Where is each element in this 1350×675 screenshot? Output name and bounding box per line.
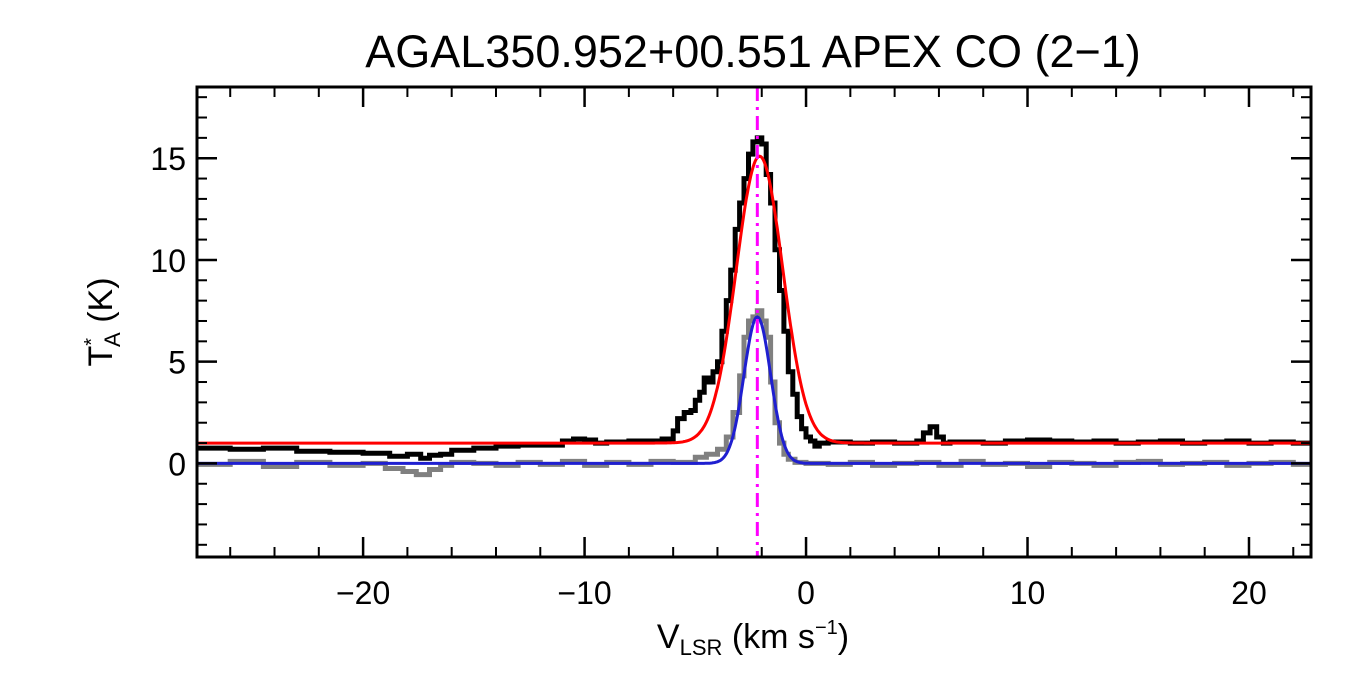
y-axis-label: T*A (K) <box>81 277 125 366</box>
y-tick-label: 10 <box>150 243 186 279</box>
x-tick-label: −10 <box>557 575 611 611</box>
gaussian-fit-series-3 <box>197 315 1311 465</box>
y-axis-label-main: T <box>82 346 120 367</box>
x-axis-label-unit: (km s <box>722 618 815 656</box>
spectrum-series-0 <box>197 135 1311 461</box>
y-tick-label: 5 <box>168 345 186 381</box>
x-axis-label-close: ) <box>838 618 849 656</box>
plot-frame <box>195 85 1313 559</box>
y-tick-label: 0 <box>168 446 186 482</box>
x-tick-label: 20 <box>1231 575 1267 611</box>
x-axis-label-main: V <box>657 618 680 656</box>
x-tick-label: −20 <box>336 575 390 611</box>
chart-title: AGAL350.952+00.551 APEX CO (2−1) <box>365 26 1141 77</box>
x-axis-label: VLSR (km s−1) <box>657 617 849 660</box>
y-axis-label-superscript: * <box>81 338 103 346</box>
x-tick-label: 10 <box>1010 575 1046 611</box>
x-axis-label-subscript: LSR <box>680 635 723 660</box>
series-layer <box>197 87 1311 557</box>
x-tick-label: 0 <box>797 575 815 611</box>
x-axis-label-exponent: −1 <box>815 617 838 639</box>
y-tick-label: 15 <box>150 141 186 177</box>
y-axis-label-subscript: A <box>100 332 125 347</box>
gaussian-fit-series-2 <box>197 154 1311 445</box>
y-axis-label-unit: (K) <box>82 277 120 332</box>
axis-ticks: −20 −10 0 10 20 0 5 10 15 <box>150 87 1311 611</box>
